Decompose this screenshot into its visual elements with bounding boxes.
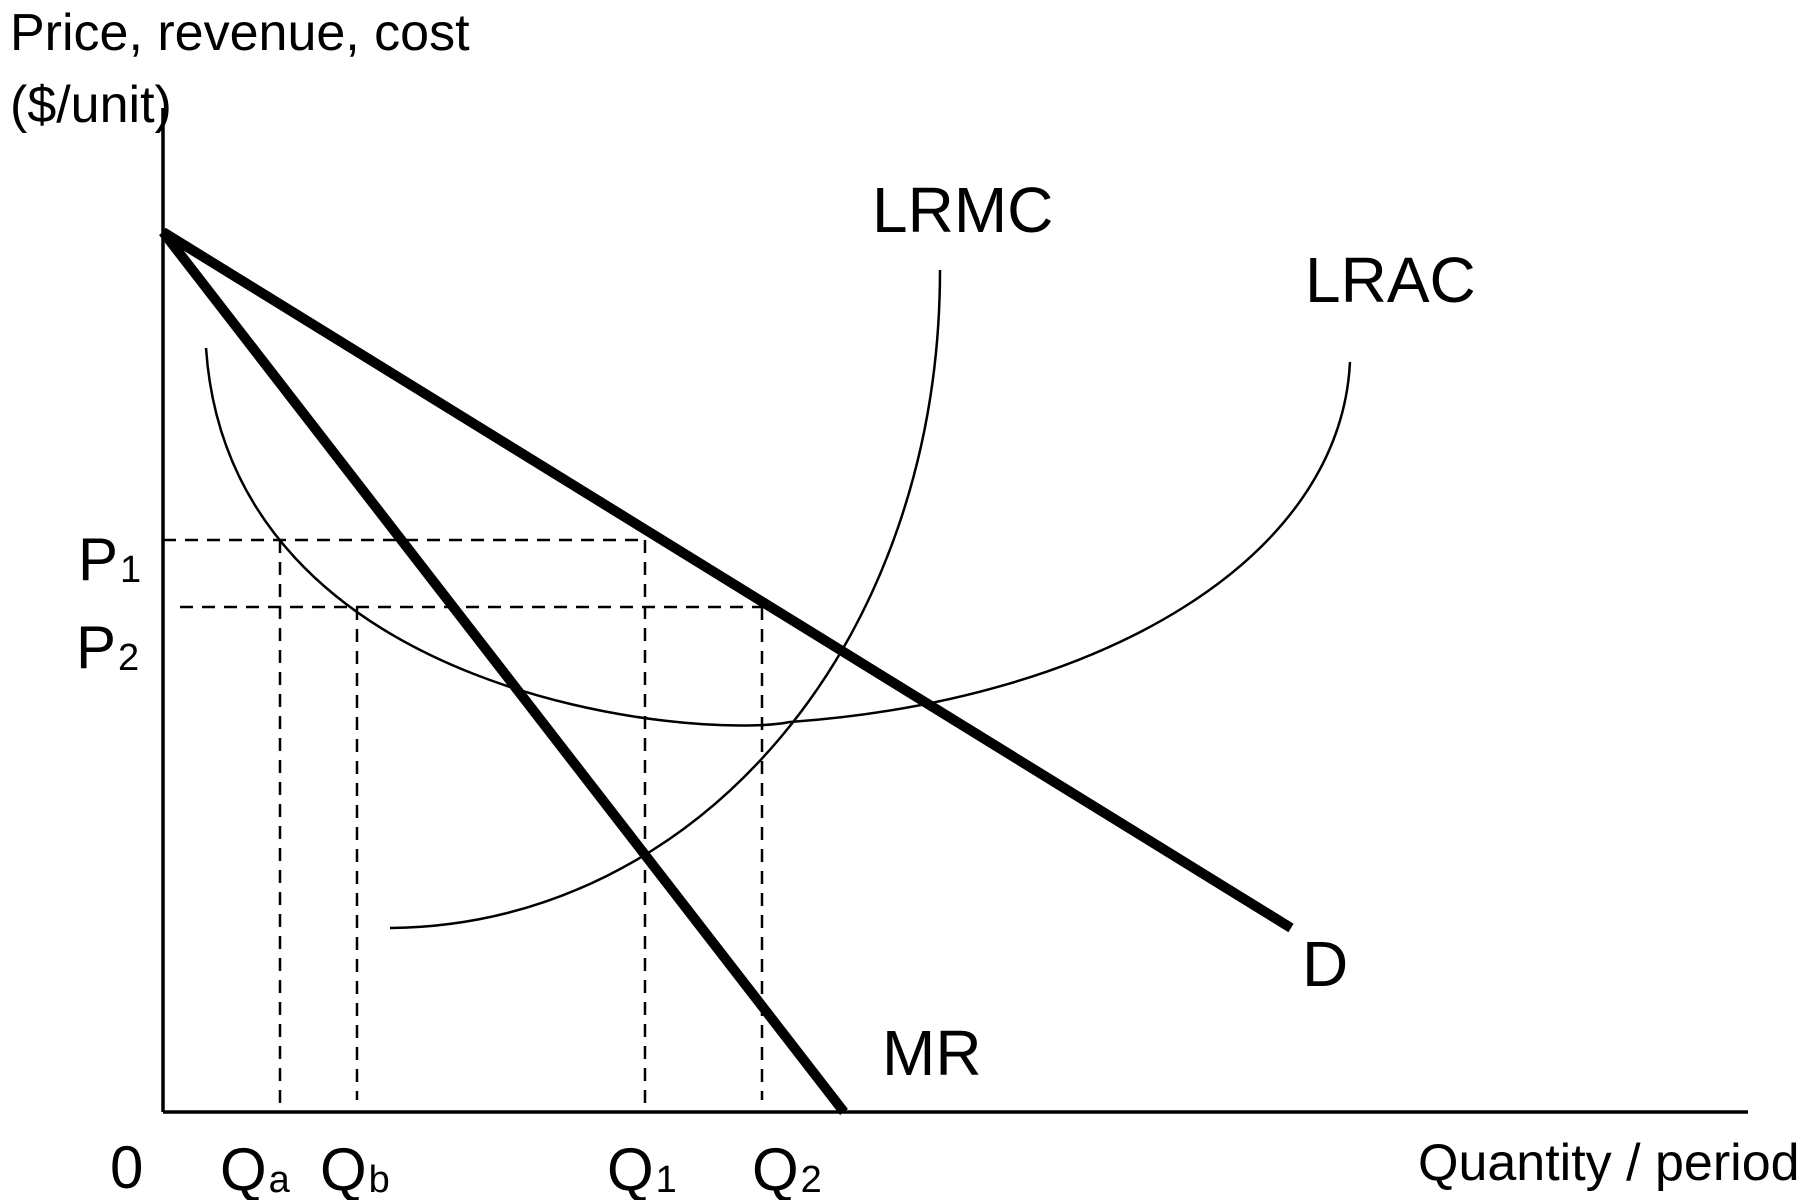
demand-line xyxy=(160,227,1294,933)
qa-label: Qa xyxy=(220,1136,291,1200)
mr-label: MR xyxy=(882,1017,982,1089)
lrac-curve xyxy=(204,347,1352,727)
q1-label: Q1 xyxy=(607,1136,677,1200)
origin-label: 0 xyxy=(110,1134,143,1200)
demand-label: D xyxy=(1302,928,1348,1000)
y-axis-title-line1: Price, revenue, cost xyxy=(10,4,470,62)
p2-label: P2 xyxy=(76,614,139,681)
y-axis-title-line2: ($/unit) xyxy=(10,76,172,134)
x-axis-title: Quantity / period xyxy=(1418,1134,1800,1192)
lrac-label: LRAC xyxy=(1305,244,1476,316)
lrmc-curve xyxy=(389,269,942,930)
lrmc-label: LRMC xyxy=(872,174,1053,246)
qb-label: Qb xyxy=(320,1136,390,1200)
p1-label: P1 xyxy=(78,526,141,593)
mr-line xyxy=(159,228,848,1116)
q2-label: Q2 xyxy=(752,1136,822,1200)
